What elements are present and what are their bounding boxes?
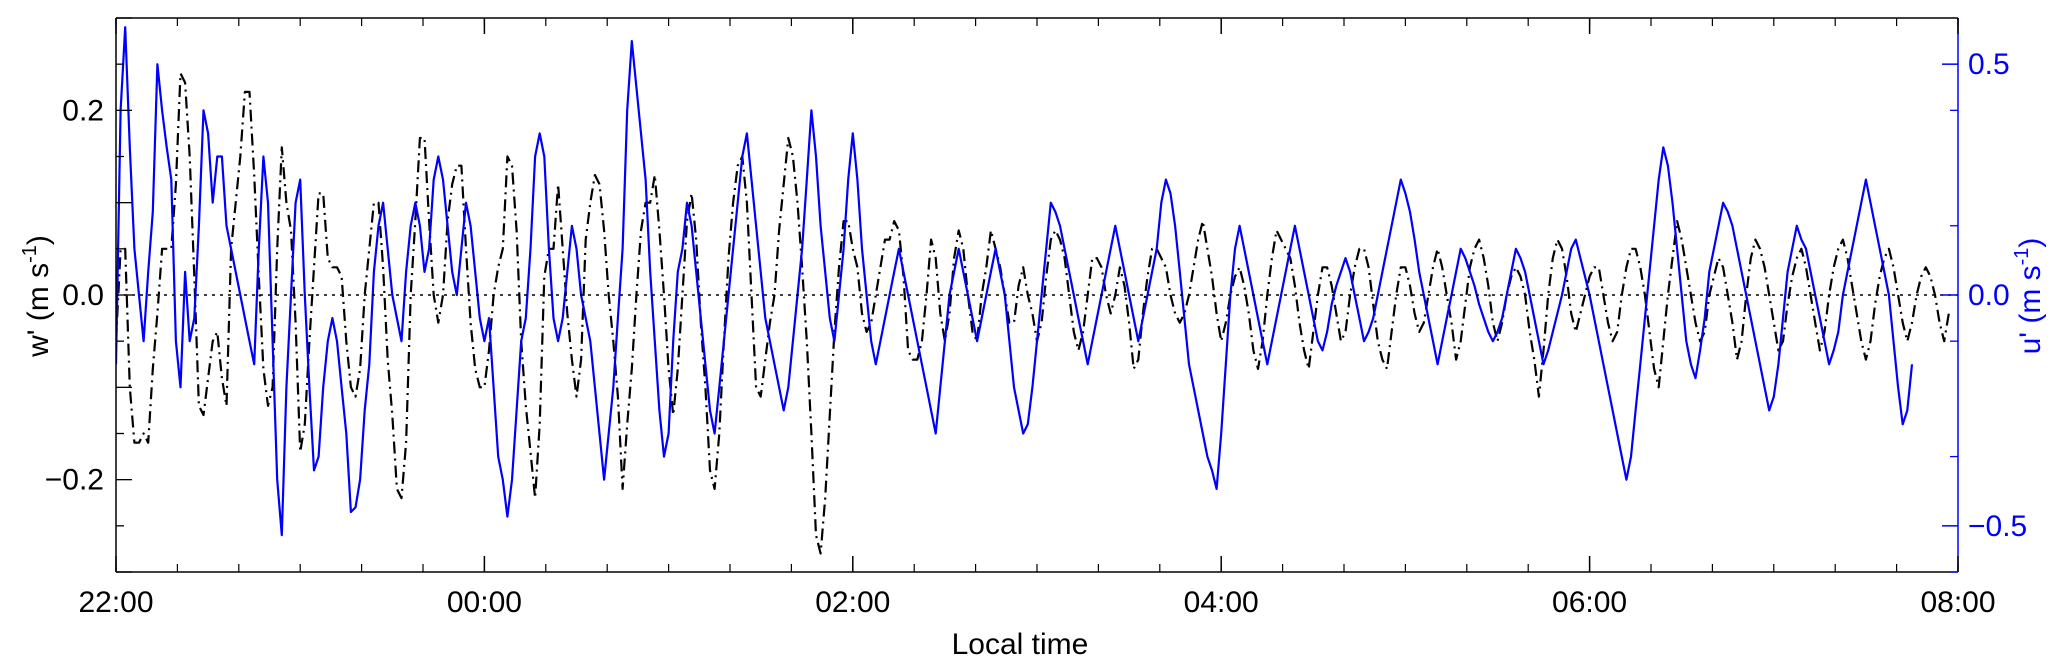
y-axis-right-label-main: u' (m s: [2014, 265, 2047, 354]
y-axis-left-label-end: ): [22, 235, 55, 245]
y-axis-left-label-main: w' (m s: [22, 263, 55, 358]
x-tick-label: 06:00: [1552, 586, 1627, 619]
y-axis-right-label-end: ): [2014, 238, 2047, 248]
series-w-prime-line: [116, 72, 1950, 555]
x-tick-label: 02:00: [815, 586, 890, 619]
y-axis-right-label: u' (m s-1): [2011, 238, 2047, 355]
y-axis-left-label: w' (m s-1): [19, 235, 55, 358]
y-right-tick-label: 0.0: [1968, 279, 2010, 312]
x-tick-label: 00:00: [447, 586, 522, 619]
series-u-prime-line: [116, 26, 1914, 537]
tick-labels: 22:00 00:00 02:00 04:00 06:00 08:00 0.2 0.0 −0.2…: [45, 48, 2027, 619]
y-axis-right-label-sup: -1: [2011, 248, 2033, 266]
x-tick-label: 08:00: [1920, 586, 1995, 619]
y-right-tick-label: 0.5: [1968, 48, 2010, 81]
y-left-tick-label: −0.2: [45, 464, 104, 497]
y-left-tick-label: 0.0: [62, 279, 104, 312]
y-right-tick-label: −0.5: [1968, 510, 2027, 543]
y-left-tick-label: 0.2: [62, 94, 104, 127]
x-axis-label: Local time: [952, 628, 1089, 661]
x-tick-label: 04:00: [1184, 586, 1259, 619]
tick-marks: [115, 17, 1959, 573]
y-axis-left-label-sup: -1: [19, 245, 41, 263]
series-layer: [116, 26, 1950, 555]
x-tick-label: 22:00: [78, 586, 153, 619]
